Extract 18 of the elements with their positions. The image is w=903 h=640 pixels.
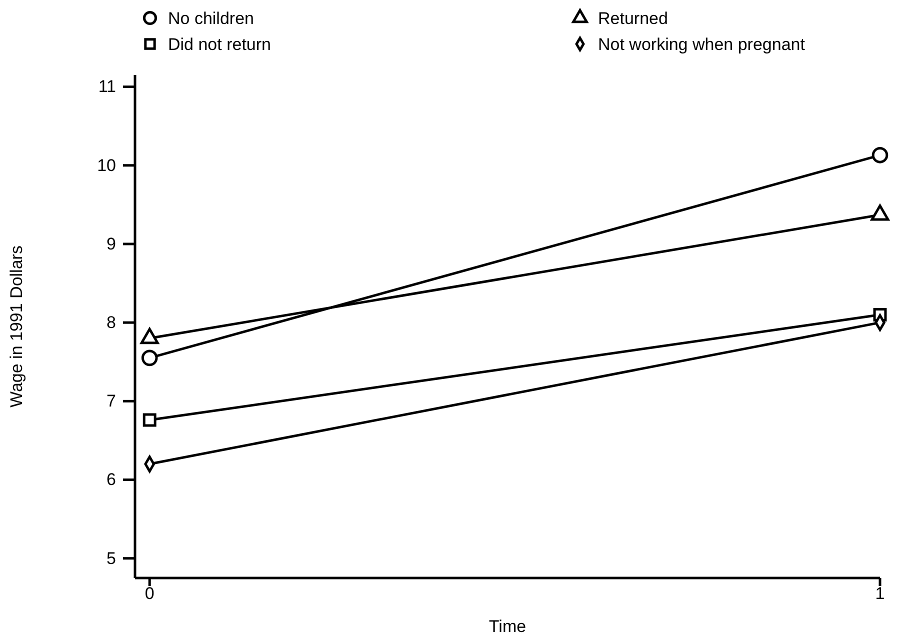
y-axis-title: Wage in 1991 Dollars bbox=[7, 246, 26, 408]
y-tick-label: 5 bbox=[106, 548, 116, 568]
y-tick-label: 7 bbox=[106, 392, 116, 411]
y-tick-label: 9 bbox=[106, 234, 116, 254]
legend-label: Returned bbox=[598, 9, 668, 28]
point bbox=[872, 147, 888, 164]
y-tick-label: 6 bbox=[106, 470, 116, 490]
point bbox=[142, 413, 156, 427]
legend-label: Did not return bbox=[168, 35, 271, 54]
legend-label: Not working when pregnant bbox=[598, 35, 806, 54]
y-tick-label: 8 bbox=[106, 313, 116, 332]
x-tick-label: 0 bbox=[144, 584, 154, 603]
x-axis-title: Time bbox=[488, 617, 526, 636]
legend-label: No children bbox=[168, 9, 254, 28]
y-tick-label: 11 bbox=[98, 77, 116, 96]
point bbox=[141, 350, 158, 366]
y-tick-label: 10 bbox=[97, 156, 116, 175]
x-tick-label: 1 bbox=[875, 584, 885, 603]
